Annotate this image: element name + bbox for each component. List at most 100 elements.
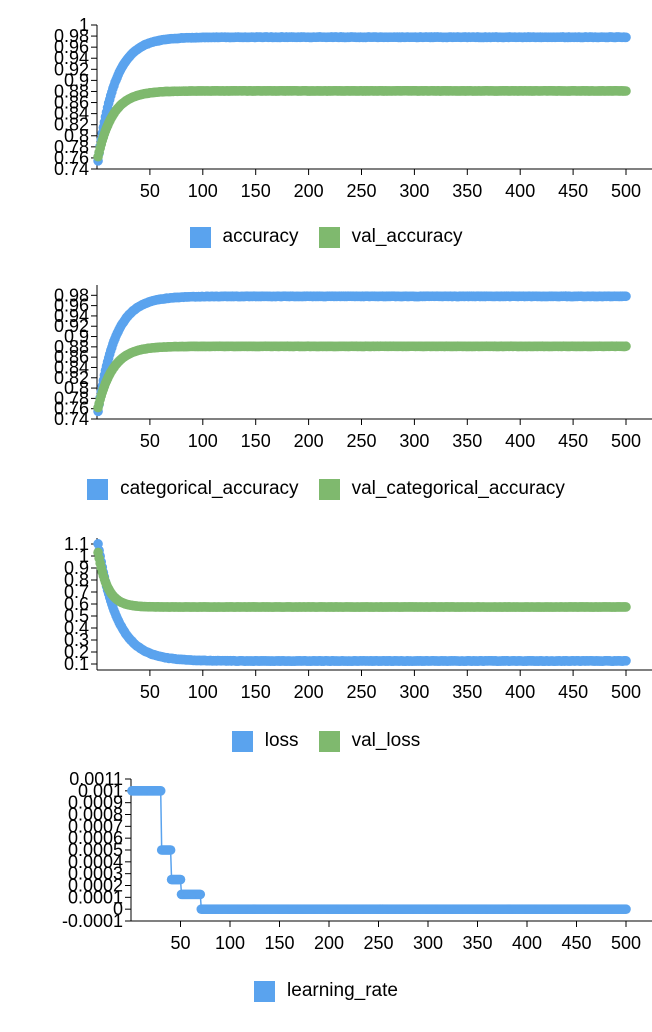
accuracy-legend: accuracy val_accuracy [0,226,652,248]
y-tick-label: 0.92 [54,316,89,336]
y-tick-label: 0.82 [54,368,89,388]
learning-rate-chart-panel: -0.0001 0 0.0001 0.0002 0.0003 0.0004 0.0005 0.… [0,756,652,1032]
legend-swatch-val-loss [318,730,340,752]
y-tick-label: 0.001 [78,781,123,801]
x-tick-label: 250 [346,181,376,201]
series-line-categorical_accuracy [97,295,627,412]
x-tick-label: 500 [611,181,641,201]
legend-label-learning-rate: learning_rate [287,980,398,1001]
x-tick-label: 450 [558,682,588,702]
legend-item-loss[interactable]: loss [231,730,299,752]
series-line-val_accuracy [97,90,627,157]
y-tick-label: 1 [79,15,89,35]
y-tick-label: 0.94 [54,48,89,68]
x-tick-label: 100 [188,682,218,702]
point-val_accuracy [621,86,631,96]
x-tick-label: 100 [215,933,245,953]
y-tick-label: 0.3 [64,630,89,650]
x-tick-label: 200 [294,181,324,201]
legend-item-val-accuracy[interactable]: val_accuracy [318,226,462,248]
series-line-val_loss [97,552,627,608]
x-tick-label: 50 [170,933,190,953]
x-tick-label: 350 [462,933,492,953]
accuracy-chart-panel: 0.74 0.76 0.78 0.8 0.82 0.84 0.86 0.88 0.9 0.92 0.… [0,0,652,252]
axes [130,779,652,922]
legend-swatch-categorical-accuracy [87,478,109,500]
legend-item-categorical-accuracy[interactable]: categorical_accuracy [87,478,299,500]
x-tick-label: 250 [363,933,393,953]
y-tick-label: 0.84 [54,104,89,124]
x-tick-label: 200 [294,431,324,451]
y-tick-label: 1 [79,546,89,566]
x-tick-label: 100 [188,181,218,201]
point-loss [621,656,631,666]
y-tick-label: 0.6 [64,594,89,614]
x-tick-label: 400 [512,933,542,953]
x-tick-label: 300 [399,431,429,451]
loss-legend: loss val_loss [0,730,652,752]
legend-swatch-loss [231,730,253,752]
x-tick-label: 500 [611,682,641,702]
y-tick-label: 0.98 [54,285,89,305]
point-learning_rate [165,845,176,855]
legend-label-val-loss: val_loss [351,730,421,751]
x-tick-label: 150 [264,933,294,953]
legend-swatch-val-accuracy [318,226,340,248]
loss-chart: 0.10.20.30.40.50.60.70.80.911.1 50 100 150 2… [64,534,652,702]
legend-item-val-categorical-accuracy[interactable]: val_categorical_accuracy [318,478,565,500]
legend-label-categorical-accuracy: categorical_accuracy [120,478,299,499]
y-tick-label: 0.88 [54,337,89,357]
series-val_loss [93,547,631,612]
series-val_categorical_accuracy [93,341,631,413]
y-tick-label: 0.9 [64,327,89,347]
y-tick-label: 0.86 [54,347,89,367]
x-tick-label: 250 [346,682,376,702]
y-tick-label: 0.92 [54,59,89,79]
y-tick-label: 0.0007 [68,816,123,836]
y-tick-label: 0.1 [64,654,89,674]
x-tick-label: 250 [346,431,376,451]
x-tick-label: 450 [558,181,588,201]
x-tick-label: 150 [241,181,271,201]
x-tick-label: 200 [294,682,324,702]
y-tick-label: 0.0002 [68,876,123,896]
point-learning_rate [175,874,186,885]
x-tick-label: 500 [611,431,641,451]
y-tick-label: 0.0006 [68,828,123,848]
x-tick-label: 300 [399,181,429,201]
learning-rate-legend: learning_rate [0,980,652,1002]
y-tick-label: 1.1 [64,534,89,554]
legend-item-learning-rate[interactable]: learning_rate [254,980,398,1002]
x-tick-label: 450 [561,933,591,953]
y-tick-label: 0.82 [54,115,89,135]
legend-swatch-accuracy [189,226,211,248]
x-tick-label: 450 [558,431,588,451]
y-tick-label: 0.88 [54,81,89,101]
y-tick-label: 0.96 [54,296,89,316]
y-tick-label: -0.0001 [62,911,123,931]
y-tick-label: 0 [113,899,123,919]
legend-swatch-val-categorical-accuracy [318,478,340,500]
y-tick-label: 0.0003 [68,864,123,884]
accuracy-chart: 0.740.760.780.80.820.840.860.880.90.920.… [54,15,652,201]
y-tick-label: 0.2 [64,642,89,662]
series-loss [93,539,631,667]
y-tick-label: 0.0011 [69,769,123,789]
y-tick-label: 0.7 [64,582,89,602]
legend-item-val-loss[interactable]: val_loss [318,730,421,752]
x-tick-label: 200 [314,933,344,953]
learning-rate-chart: -0.000100.00010.00020.00030.00040.00050.… [62,769,652,953]
y-tick-label: 0.84 [54,357,89,377]
y-tick-label: 0.8 [64,126,89,146]
y-tick-label: 0.74 [54,409,89,429]
y-tick-label: 0.76 [54,399,89,419]
legend-item-accuracy[interactable]: accuracy [189,226,299,248]
x-tick-label: 400 [505,682,535,702]
series-line-accuracy [97,36,627,161]
point-val_loss [621,602,631,612]
y-tick-label: 0.0008 [68,805,123,825]
y-tick-label: 0.0005 [68,840,123,860]
point-val_categorical_accuracy [621,341,631,352]
y-tick-label: 0.8 [64,378,89,398]
axes [96,25,652,170]
